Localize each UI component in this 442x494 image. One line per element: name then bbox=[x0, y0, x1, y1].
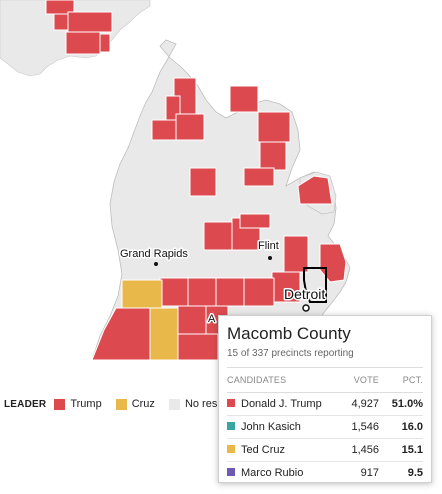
county-lp-26[interactable] bbox=[149, 307, 179, 361]
legend-label-trump: Trump bbox=[70, 398, 102, 410]
legend-item-cruz: Cruz bbox=[115, 398, 155, 410]
candidate-name: Ted Cruz bbox=[241, 443, 286, 456]
county-up-5[interactable] bbox=[99, 33, 111, 53]
vote-cell: 917 bbox=[360, 466, 379, 479]
county-up-3[interactable] bbox=[67, 11, 113, 33]
grand-rapids-dot bbox=[154, 262, 158, 266]
county-lp-25[interactable] bbox=[121, 279, 163, 309]
legend-item-trump: Trump bbox=[54, 398, 102, 410]
ann-arbor-label: A bbox=[208, 313, 216, 325]
county-lp-20[interactable] bbox=[159, 277, 189, 307]
legend-label-cruz: Cruz bbox=[131, 398, 155, 410]
county-lp-17[interactable] bbox=[243, 277, 275, 307]
flint-label: Flint bbox=[258, 240, 279, 252]
candidate-swatch bbox=[227, 467, 235, 476]
vote-cell: 1,546 bbox=[327, 415, 379, 439]
ann-arbor-dot bbox=[210, 318, 214, 322]
county-lp-7[interactable] bbox=[259, 141, 287, 171]
candidate-name: Marco Rubio bbox=[241, 466, 304, 479]
county-up-4[interactable] bbox=[65, 31, 101, 55]
table-row: John Kasich 1,546 16.0 bbox=[227, 415, 423, 439]
candidate-swatch bbox=[227, 398, 235, 407]
vote-cell: 4,927 bbox=[327, 392, 379, 416]
county-lp-4[interactable] bbox=[175, 113, 205, 141]
grand-rapids-label: Grand Rapids bbox=[120, 248, 188, 260]
city-markers: Grand Rapids Flint Detroit A bbox=[119, 239, 327, 327]
detroit-dot bbox=[302, 304, 310, 312]
legend-label-no-results: No res bbox=[184, 398, 218, 410]
candidate-cell: Marco Rubio bbox=[227, 461, 327, 484]
candidate-name: Donald J. Trump bbox=[241, 397, 322, 410]
table-row: Donald J. Trump 4,927 51.0% bbox=[227, 392, 423, 416]
table-row: Marco Rubio 917 9.5 bbox=[227, 461, 423, 484]
legend-swatch-no-results bbox=[168, 398, 180, 410]
pct-cell: 16.0 bbox=[379, 415, 423, 439]
candidate-name: John Kasich bbox=[241, 420, 301, 433]
county-lp-21[interactable] bbox=[177, 305, 207, 335]
tooltip-header-row: CANDIDATES VOTE PCT. bbox=[227, 368, 423, 393]
tooltip-county-name: Macomb County bbox=[227, 324, 351, 343]
tooltip-reporting-status: 15 of 337 precincts reporting bbox=[227, 348, 423, 368]
candidate-swatch bbox=[227, 444, 235, 453]
header-candidates: CANDIDATES bbox=[227, 368, 327, 393]
candidate-cell: John Kasich bbox=[227, 415, 327, 439]
legend-swatch-cruz bbox=[115, 398, 127, 410]
county-lp-9[interactable] bbox=[189, 167, 217, 197]
header-pct: PCT. bbox=[379, 368, 423, 393]
county-lp-19[interactable] bbox=[187, 277, 217, 307]
candidate-cell: Ted Cruz bbox=[227, 438, 327, 462]
flint-dot bbox=[268, 256, 272, 260]
pct-cell: 9.5 bbox=[407, 466, 423, 479]
tooltip-results-table: CANDIDATES VOTE PCT. Donald J. Trump 4,9… bbox=[227, 368, 423, 484]
candidate-cell: Donald J. Trump bbox=[227, 392, 327, 416]
upper-peninsula-counties bbox=[45, 0, 113, 55]
candidate-swatch bbox=[227, 421, 235, 430]
county-lp-14[interactable] bbox=[283, 235, 309, 273]
vote-cell: 1,456 bbox=[327, 438, 379, 462]
table-row: Ted Cruz 1,456 15.1 bbox=[227, 438, 423, 462]
legend-swatch-trump bbox=[54, 398, 66, 410]
detroit-label: Detroit bbox=[284, 286, 325, 302]
county-lp-10[interactable] bbox=[297, 175, 333, 205]
lower-peninsula-counties bbox=[91, 77, 347, 361]
county-lp-13[interactable] bbox=[239, 213, 271, 229]
macomb-county-selected[interactable] bbox=[303, 267, 327, 303]
county-lp-11[interactable] bbox=[203, 221, 233, 251]
legend-title: LEADER bbox=[4, 398, 47, 410]
county-lp-5[interactable] bbox=[229, 85, 259, 113]
header-vote: VOTE bbox=[327, 368, 379, 393]
legend-item-no-results: No res bbox=[168, 398, 218, 410]
county-lp-23[interactable] bbox=[177, 333, 219, 361]
county-lp-8[interactable] bbox=[243, 167, 275, 187]
pct-cell: 51.0% bbox=[379, 392, 423, 416]
county-lp-6[interactable] bbox=[257, 111, 291, 143]
county-lp-18[interactable] bbox=[215, 277, 245, 307]
legend: LEADER Trump Cruz No res bbox=[4, 396, 231, 412]
county-lp-3[interactable] bbox=[151, 119, 177, 141]
county-results-tooltip: Macomb County 15 of 337 precincts report… bbox=[218, 315, 432, 483]
pct-cell: 15.1 bbox=[379, 438, 423, 462]
